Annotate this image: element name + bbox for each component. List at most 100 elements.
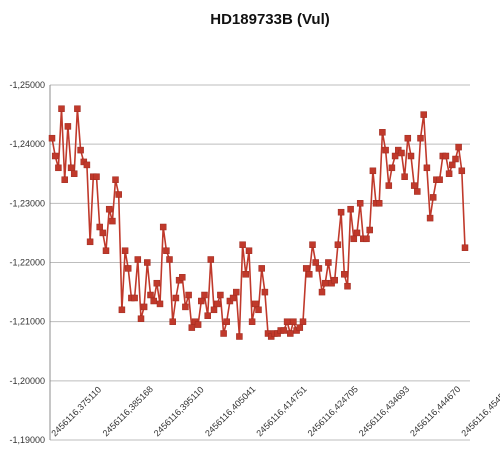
data-point xyxy=(404,134,412,142)
data-point xyxy=(423,164,431,172)
y-tick-label: -1,20000 xyxy=(9,376,45,386)
data-point xyxy=(236,333,243,340)
data-point xyxy=(58,105,65,112)
data-point xyxy=(410,182,418,189)
data-point xyxy=(115,191,122,198)
data-point xyxy=(290,318,297,325)
data-point xyxy=(369,167,377,175)
data-point xyxy=(220,330,227,337)
data-point xyxy=(312,259,319,266)
data-point xyxy=(229,294,237,302)
data-point xyxy=(382,146,389,154)
data-point xyxy=(445,170,453,177)
data-point xyxy=(306,271,313,278)
data-point xyxy=(420,111,427,118)
data-point xyxy=(124,265,132,272)
data-point xyxy=(67,164,75,172)
data-point xyxy=(96,223,103,231)
data-point xyxy=(48,134,56,142)
data-point xyxy=(239,241,246,248)
data-point xyxy=(210,306,218,314)
data-point xyxy=(341,271,348,278)
data-point xyxy=(83,161,91,169)
data-point xyxy=(93,173,100,180)
data-point xyxy=(99,229,107,237)
data-point xyxy=(198,297,205,305)
data-point xyxy=(118,306,126,314)
data-point xyxy=(299,318,307,325)
data-point xyxy=(185,291,192,299)
data-point xyxy=(356,200,364,207)
data-point xyxy=(442,152,450,160)
data-point xyxy=(261,288,269,296)
data-point xyxy=(156,300,164,308)
data-point xyxy=(109,217,116,225)
data-point xyxy=(147,291,154,299)
data-point xyxy=(353,229,361,237)
data-point xyxy=(223,318,230,325)
data-point xyxy=(302,265,310,272)
data-point xyxy=(207,256,215,263)
data-point xyxy=(131,294,138,302)
data-point xyxy=(391,152,399,160)
data-point xyxy=(248,318,256,325)
y-tick-label: -1,22000 xyxy=(9,258,45,268)
data-point xyxy=(452,155,459,163)
data-point xyxy=(163,247,170,254)
data-point xyxy=(172,294,180,302)
y-tick-label: -1,19000 xyxy=(9,435,45,445)
data-point xyxy=(315,265,323,272)
data-point xyxy=(55,164,62,172)
data-point xyxy=(51,152,59,160)
data-point xyxy=(398,149,405,157)
data-point xyxy=(134,256,142,263)
data-point xyxy=(258,265,265,272)
data-point xyxy=(137,315,145,322)
data-point xyxy=(449,161,456,169)
data-point xyxy=(153,279,161,287)
data-markers xyxy=(48,105,469,340)
data-point xyxy=(169,318,176,325)
data-point xyxy=(182,303,189,311)
data-point xyxy=(233,288,240,296)
y-tick-label: -1,25000 xyxy=(9,80,45,90)
data-point xyxy=(204,312,211,319)
data-point xyxy=(461,244,469,251)
data-point xyxy=(188,324,196,331)
data-point xyxy=(296,324,304,331)
data-point xyxy=(458,167,466,175)
data-point xyxy=(318,288,326,296)
data-point xyxy=(159,223,167,231)
data-point xyxy=(331,276,338,284)
data-point xyxy=(309,241,316,248)
data-point xyxy=(436,176,443,183)
data-point xyxy=(350,235,358,243)
data-point xyxy=(334,241,342,248)
data-point xyxy=(64,123,72,130)
data-point xyxy=(385,182,393,189)
data-point xyxy=(77,146,84,154)
data-point xyxy=(255,306,262,314)
data-point xyxy=(179,274,186,281)
data-point xyxy=(121,247,129,254)
data-point xyxy=(379,129,386,136)
data-point xyxy=(401,173,408,180)
data-point xyxy=(325,259,332,266)
data-point xyxy=(217,291,224,299)
data-point xyxy=(245,247,253,254)
data-point xyxy=(283,318,291,325)
y-tick-labels: -1,25000 -1,24000 -1,23000 -1,22000 -1,21000… xyxy=(9,80,45,445)
data-point xyxy=(70,170,78,177)
data-point xyxy=(102,247,110,254)
chart-title: HD189733B (Vul) xyxy=(210,11,330,28)
data-point xyxy=(86,238,94,246)
data-point xyxy=(321,279,329,287)
data-point xyxy=(417,134,424,142)
data-point xyxy=(105,205,113,213)
data-point xyxy=(242,271,250,278)
data-point xyxy=(363,235,370,243)
y-tick-label: -1,21000 xyxy=(9,317,45,327)
data-point xyxy=(194,321,202,328)
